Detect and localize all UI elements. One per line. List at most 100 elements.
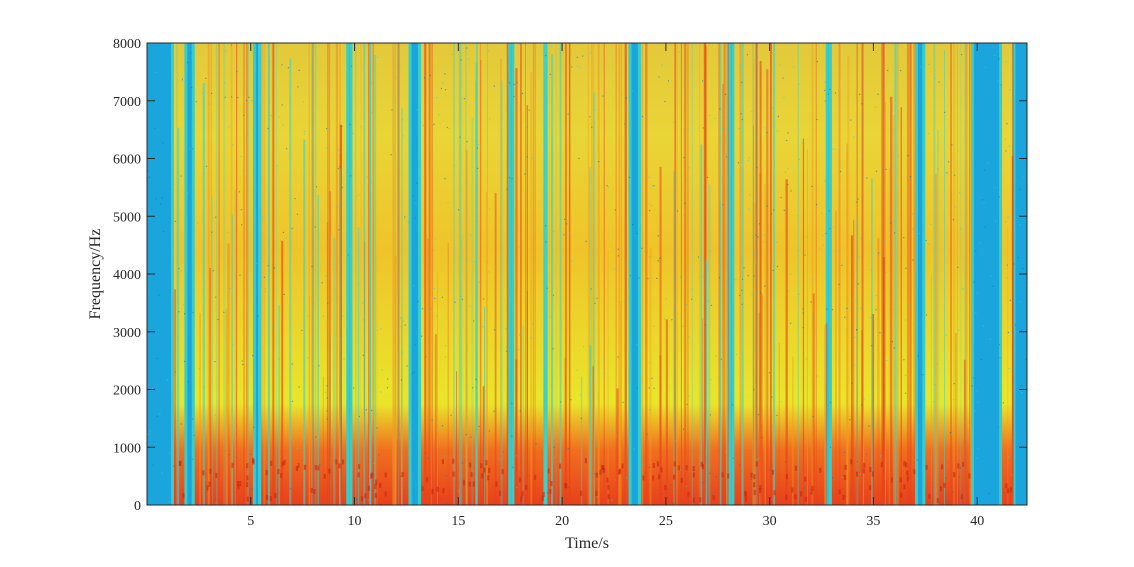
- formant-streak: [465, 43, 467, 505]
- noise-speckle: [477, 167, 479, 169]
- noise-speckle: [701, 276, 703, 278]
- harmonic-blob: [215, 472, 218, 478]
- noise-speckle: [371, 111, 373, 113]
- noise-speckle: [510, 358, 512, 360]
- formant-streak: [838, 43, 841, 505]
- formant-streak: [500, 59, 502, 505]
- noise-speckle: [1021, 392, 1023, 394]
- formant-streak: [802, 138, 805, 505]
- noise-speckle: [367, 499, 369, 501]
- noise-speckle: [576, 56, 578, 58]
- noise-speckle: [1017, 257, 1019, 259]
- noise-speckle: [772, 107, 774, 109]
- noise-speckle: [768, 372, 771, 374]
- harmonic-blob: [310, 487, 313, 493]
- noise-speckle: [461, 462, 463, 464]
- noise-speckle: [648, 176, 650, 178]
- formant-streak: [950, 43, 952, 505]
- noise-speckle: [756, 137, 758, 139]
- noise-speckle: [267, 265, 269, 267]
- noise-speckle: [841, 264, 843, 266]
- harmonic-blob: [652, 463, 655, 468]
- noise-speckle: [957, 266, 959, 268]
- harmonic-blob: [712, 495, 715, 501]
- noise-speckle: [512, 347, 514, 349]
- harmonic-blob: [246, 475, 249, 481]
- formant-streak: [684, 43, 687, 505]
- harmonic-blob: [328, 468, 331, 474]
- noise-speckle: [187, 192, 189, 194]
- noise-speckle: [629, 48, 632, 50]
- noise-speckle: [796, 215, 799, 217]
- noise-speckle: [966, 436, 968, 438]
- noise-speckle: [483, 298, 485, 300]
- noise-speckle: [912, 259, 914, 261]
- noise-speckle: [214, 414, 216, 416]
- formant-streak: [376, 255, 378, 505]
- formant-streak: [665, 319, 668, 505]
- noise-speckle: [340, 338, 343, 340]
- noise-speckle: [632, 224, 634, 226]
- formant-streak: [766, 69, 769, 506]
- x-tick-label: 35: [866, 514, 880, 529]
- y-tick-label: 6000: [113, 153, 141, 168]
- noise-speckle: [824, 180, 826, 182]
- formant-streak: [245, 43, 248, 505]
- noise-speckle: [784, 171, 787, 173]
- formant-streak: [526, 105, 528, 505]
- speech-segment-10: [925, 43, 971, 505]
- formant-streak: [234, 189, 237, 505]
- noise-speckle: [798, 293, 800, 295]
- formant-streak: [680, 43, 682, 505]
- harmonic-blob: [469, 462, 472, 468]
- noise-speckle: [479, 376, 481, 379]
- noise-speckle: [400, 379, 402, 381]
- noise-speckle: [753, 350, 755, 352]
- noise-speckle: [401, 119, 404, 121]
- harmonic-blob: [773, 490, 776, 496]
- noise-speckle: [628, 176, 631, 178]
- noise-speckle: [994, 54, 996, 57]
- harmonic-blob: [913, 469, 916, 475]
- noise-speckle: [298, 386, 300, 388]
- noise-speckle: [466, 258, 468, 261]
- noise-speckle: [872, 472, 874, 474]
- harmonic-blob: [270, 460, 273, 466]
- formant-streak: [770, 43, 772, 505]
- harmonic-blob: [863, 462, 866, 468]
- noise-speckle: [434, 297, 436, 299]
- noise-speckle: [172, 110, 174, 112]
- formant-streak: [753, 203, 756, 505]
- noise-speckle: [602, 471, 604, 473]
- harmonic-blob: [426, 477, 429, 483]
- noise-speckle: [688, 336, 690, 338]
- noise-speckle: [519, 334, 521, 336]
- noise-speckle: [997, 426, 999, 428]
- speech-segment-11: [1002, 43, 1013, 505]
- noise-speckle: [776, 241, 778, 243]
- noise-speckle: [859, 473, 861, 475]
- noise-speckle: [755, 261, 758, 264]
- noise-speckle: [161, 197, 163, 199]
- formant-streak: [494, 193, 497, 505]
- noise-speckle: [934, 77, 936, 79]
- noise-speckle: [570, 424, 572, 426]
- noise-speckle: [958, 476, 961, 478]
- noise-speckle: [709, 414, 711, 416]
- formant-streak: [398, 43, 400, 505]
- formant-streak: [471, 117, 474, 505]
- noise-speckle: [861, 155, 863, 157]
- harmonic-blob: [939, 486, 943, 492]
- noise-speckle: [735, 279, 737, 281]
- formant-streak: [846, 143, 848, 505]
- noise-speckle: [312, 66, 314, 68]
- noise-speckle: [649, 361, 651, 364]
- noise-speckle: [387, 378, 389, 380]
- noise-speckle: [239, 274, 241, 276]
- noise-speckle: [446, 126, 448, 128]
- formant-streak: [882, 257, 885, 505]
- formant-streak: [913, 43, 915, 505]
- noise-speckle: [407, 221, 409, 223]
- formant-streak: [580, 376, 583, 505]
- noise-speckle: [971, 495, 973, 497]
